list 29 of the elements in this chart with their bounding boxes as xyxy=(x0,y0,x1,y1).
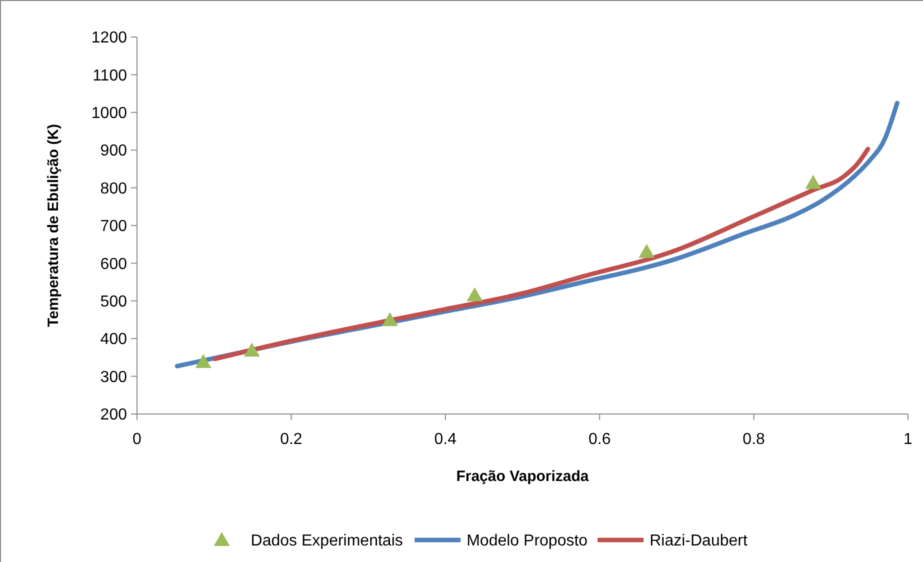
point xyxy=(638,244,655,258)
y-tick-label: 1000 xyxy=(91,105,128,122)
legend-label: Riazi-Daubert xyxy=(650,532,748,550)
y-tick-label: 300 xyxy=(100,368,128,386)
y-tick-label: 700 xyxy=(100,218,128,236)
point xyxy=(195,354,212,368)
point xyxy=(382,312,398,326)
y-tick-label: 1200 xyxy=(91,30,128,47)
x-axis-title: Fração Vaporizada xyxy=(456,468,590,485)
y-tick-label: 600 xyxy=(100,256,128,273)
legend-label: Dados Experimentais xyxy=(250,532,403,550)
y-tick-label: 1100 xyxy=(92,67,128,84)
x-tick-label: 0.2 xyxy=(280,431,302,448)
y-tick-label: 200 xyxy=(100,406,128,424)
x-tick-label: 0.8 xyxy=(742,431,766,448)
x-tick-label: 0.6 xyxy=(588,431,611,448)
legend-label: Modelo Proposto xyxy=(466,532,588,550)
y-axis-title: Temperatura de Ebulição (K) xyxy=(45,124,62,328)
x-tick-label: 0 xyxy=(132,431,142,448)
y-tick-label: 900 xyxy=(100,142,128,160)
y-tick-label: 400 xyxy=(100,331,128,348)
x-tick-label: 0.4 xyxy=(434,431,457,448)
point xyxy=(466,287,483,302)
line-series xyxy=(212,146,870,362)
y-tick-label: 500 xyxy=(100,294,128,310)
x-tick-label: 1 xyxy=(904,431,913,448)
point xyxy=(805,174,822,189)
point xyxy=(244,342,260,357)
y-tick-label: 800 xyxy=(100,180,128,198)
